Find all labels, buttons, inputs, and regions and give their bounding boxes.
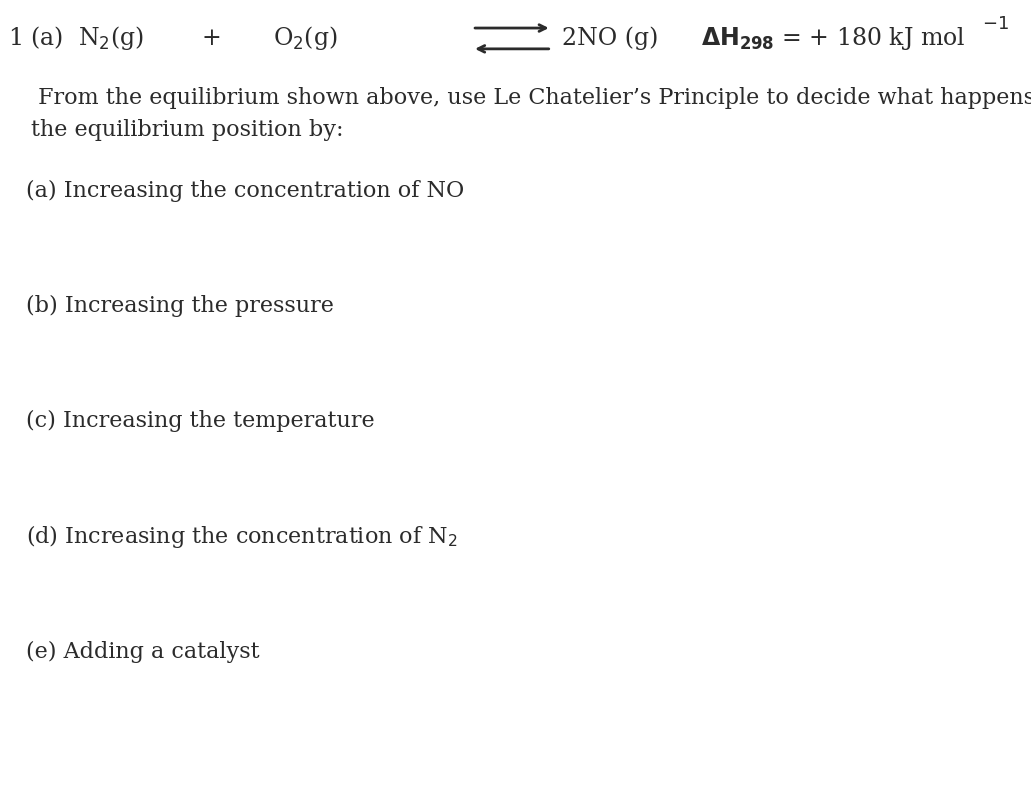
Text: (c) Increasing the temperature: (c) Increasing the temperature: [26, 410, 374, 433]
Text: $\mathbf{\Delta H_{298}}$ = + 180 kJ mol: $\mathbf{\Delta H_{298}}$ = + 180 kJ mol: [701, 25, 966, 52]
Text: 2NO (g): 2NO (g): [562, 26, 658, 50]
Text: $-1$: $-1$: [982, 15, 1008, 33]
Text: 1 (a)  N$_2$(g): 1 (a) N$_2$(g): [8, 25, 144, 52]
Text: the equilibrium position by:: the equilibrium position by:: [31, 119, 343, 141]
Text: (a) Increasing the concentration of NO: (a) Increasing the concentration of NO: [26, 179, 464, 202]
Text: (b) Increasing the pressure: (b) Increasing the pressure: [26, 295, 334, 317]
Text: O$_2$(g): O$_2$(g): [273, 25, 338, 52]
Text: (e) Adding a catalyst: (e) Adding a catalyst: [26, 641, 260, 663]
Text: +: +: [201, 27, 221, 50]
Text: (d) Increasing the concentration of N$_2$: (d) Increasing the concentration of N$_2…: [26, 523, 458, 550]
Text: From the equilibrium shown above, use Le Chatelier’s Principle to decide what ha: From the equilibrium shown above, use Le…: [31, 87, 1031, 109]
